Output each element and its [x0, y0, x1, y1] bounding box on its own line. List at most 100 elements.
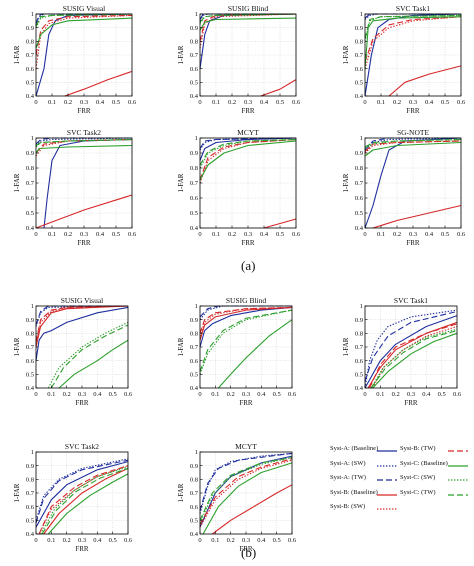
y-tick-label: 0.8 [355, 331, 363, 338]
x-tick-label: 0.3 [78, 537, 86, 544]
y-axis-label: 1-FAR [13, 45, 21, 64]
series-line [64, 70, 133, 97]
series-line [364, 16, 462, 69]
y-tick-label: 0.7 [26, 52, 35, 59]
legend-swatch [377, 493, 397, 496]
chart-panel-8: 0.4 0.5 0.6 0.7 0.8 0.9 1 0 0.1 0.2 0.3 0.4 0.5 0.6 SU… [177, 296, 297, 407]
chart-panel-6: 0.4 0.5 0.6 0.7 0.8 0.9 1 0 0.1 0.2 0.3 0.4 0.5 0.6 SG… [342, 128, 466, 247]
legend-row: Syst-B: (SW) [330, 503, 470, 518]
x-axis-label: FRR [77, 107, 91, 115]
y-tick-label: 1 [31, 135, 34, 142]
y-tick-label: 1 [195, 449, 198, 456]
series-line [38, 465, 129, 535]
series-line [372, 325, 458, 389]
x-tick-label: 0.6 [457, 231, 466, 238]
y-tick-label: 0.8 [26, 477, 34, 484]
series-line [199, 138, 297, 181]
chart-title: MCYT [235, 442, 257, 451]
y-tick-label: 0.6 [355, 66, 364, 73]
series-line [364, 138, 462, 149]
y-tick-label: 0.7 [190, 52, 199, 59]
series-line [35, 138, 133, 148]
series-line [199, 452, 293, 511]
chart-title: SUSIG Blind [228, 4, 268, 13]
x-tick-label: 0.6 [292, 99, 301, 106]
y-tick-label: 0.4 [26, 385, 35, 392]
y-tick-label: 0.4 [26, 225, 35, 232]
series-line [199, 456, 293, 521]
y-tick-label: 1 [360, 303, 363, 310]
y-tick-label: 0.5 [355, 210, 363, 217]
x-tick-label: 0.6 [288, 537, 297, 544]
x-tick-label: 0.5 [109, 391, 117, 398]
series-line [199, 452, 293, 514]
y-tick-label: 0.4 [26, 531, 35, 538]
series-line [35, 144, 133, 154]
y-tick-label: 0.4 [190, 385, 199, 392]
chart-panel-4: 0.4 0.5 0.6 0.7 0.8 0.9 1 0 0.1 0.2 0.3 0.4 0.5 0.6 SV… [13, 128, 137, 247]
y-tick-label: 0.7 [26, 490, 35, 497]
series-line [35, 305, 129, 348]
legend-swatch [448, 479, 468, 481]
series-line [58, 339, 129, 389]
y-tick-label: 0.5 [190, 372, 198, 379]
y-axis-label: 1-FAR [13, 173, 21, 192]
chart-title: SUSIG Visual [63, 4, 106, 13]
x-tick-label: 0.3 [409, 231, 417, 238]
y-tick-label: 0.8 [26, 331, 34, 338]
y-tick-label: 0.9 [26, 150, 34, 157]
series-line [370, 330, 458, 389]
legend-label: Syst-B: (SW) [330, 503, 366, 510]
series-line [35, 137, 133, 146]
x-tick-label: 0.5 [112, 231, 120, 238]
series-line [364, 315, 458, 389]
x-tick-label: 0.1 [377, 99, 385, 106]
series-line [199, 306, 293, 334]
y-tick-label: 0.8 [190, 331, 198, 338]
y-tick-label: 0.4 [355, 385, 364, 392]
y-tick-label: 1 [360, 135, 363, 142]
series-line [35, 459, 129, 524]
series-line [364, 16, 462, 62]
x-tick-label: 0 [34, 537, 37, 544]
series-line [199, 455, 293, 528]
y-tick-label: 0.5 [26, 518, 34, 525]
series-line [40, 466, 129, 535]
series-line [41, 467, 129, 535]
y-tick-label: 0.9 [355, 317, 363, 324]
series-line [35, 138, 133, 146]
y-tick-label: 0.9 [190, 25, 198, 32]
y-tick-label: 0.5 [26, 372, 34, 379]
series-line [211, 484, 293, 535]
x-tick-label: 0.3 [244, 231, 252, 238]
y-tick-label: 0.6 [190, 66, 199, 73]
x-tick-label: 0.5 [273, 537, 281, 544]
x-tick-label: 0.2 [228, 99, 236, 106]
series-line [199, 137, 297, 151]
y-tick-label: 1 [31, 11, 34, 18]
x-tick-label: 0.6 [457, 99, 466, 106]
series-line [217, 319, 293, 389]
x-tick-label: 0 [34, 391, 37, 398]
series-line [199, 17, 297, 31]
x-tick-label: 0 [198, 391, 201, 398]
x-tick-label: 0.4 [260, 99, 269, 106]
series-line [50, 324, 129, 389]
series-line [370, 328, 458, 389]
y-tick-label: 0.7 [355, 344, 364, 351]
x-tick-label: 0.6 [453, 391, 462, 398]
series-line [369, 323, 458, 389]
y-tick-label: 0.5 [190, 210, 198, 217]
x-tick-label: 0 [198, 231, 201, 238]
series-line [47, 321, 129, 389]
series-line [199, 309, 293, 372]
y-tick-label: 0.6 [355, 195, 364, 202]
x-tick-label: 0.4 [96, 231, 105, 238]
y-tick-label: 0.4 [190, 93, 199, 100]
y-tick-label: 0.4 [190, 531, 199, 538]
y-tick-label: 0.6 [355, 358, 364, 365]
x-tick-label: 0 [363, 231, 366, 238]
x-tick-label: 0 [34, 99, 37, 106]
y-tick-label: 1 [31, 303, 34, 310]
x-tick-label: 0.4 [257, 391, 266, 398]
